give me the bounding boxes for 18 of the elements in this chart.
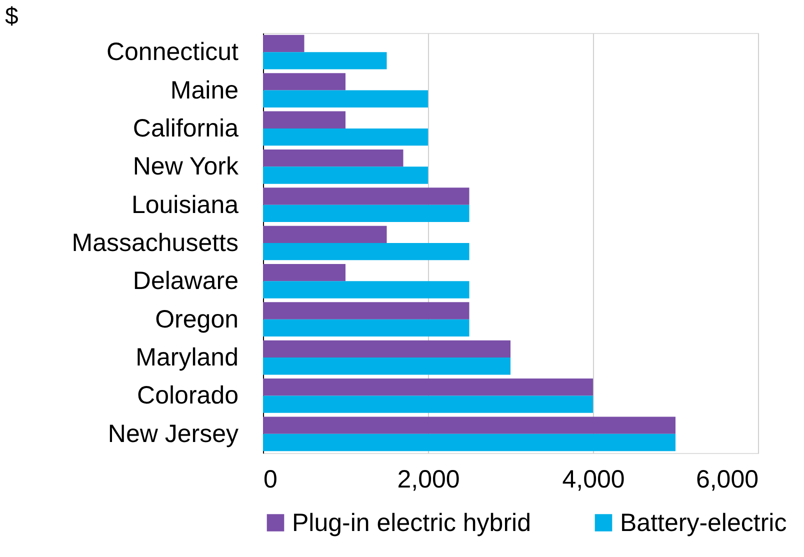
y-tick-label: Delaware [132,267,238,296]
y-tick-label: Maine [170,76,238,104]
y-tick-label: Connecticut [106,38,239,66]
text: $ [5,3,18,30]
legend-label: Plug-in electric hybrid [292,508,531,537]
y-tick-label: Oregon [155,305,238,334]
y-tick-label: California [132,114,239,142]
x-tick-label: 0 [264,466,278,494]
y-tick-label: New York [132,152,239,181]
y-tick-label: Massachusetts [72,229,238,257]
y-tick-label: Colorado [137,382,238,410]
y-tick-label: New Jersey [108,420,239,448]
x-tick-label: 2,000 [397,466,460,494]
legend-label: Battery-electric [620,508,787,537]
y-tick-label: Maryland [136,344,238,372]
x-tick-label: 4,000 [562,466,625,494]
y-tick-label: Louisiana [131,190,239,219]
x-tick-label: 6,000 [696,466,758,494]
